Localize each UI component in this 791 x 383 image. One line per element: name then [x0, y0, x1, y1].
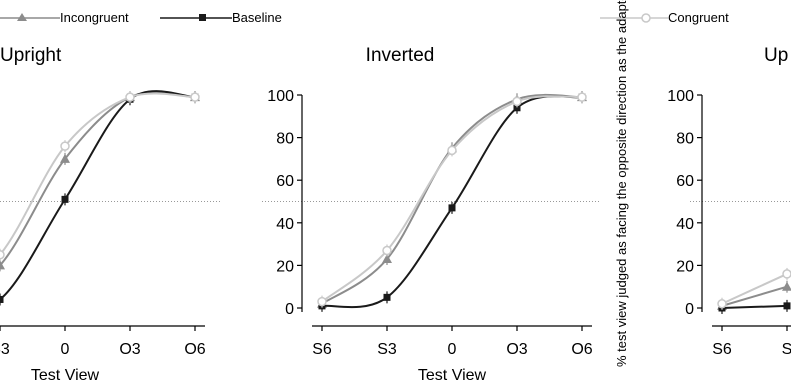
point-baseline: [448, 204, 456, 212]
point-baseline: [383, 293, 391, 301]
point-incongruent: [782, 281, 791, 291]
y-tick-label: 20: [276, 258, 294, 275]
legend-marker-congruent: [641, 13, 651, 23]
y-tick-label: 0: [685, 301, 694, 318]
legend-label-incongruent: Incongruent: [60, 10, 129, 25]
point-baseline: [513, 104, 521, 112]
x-axis-label: Test View: [418, 367, 487, 383]
y-tick-label: 100: [667, 88, 694, 105]
series-line-baseline: [0, 90, 196, 301]
panel-title: Up: [764, 45, 788, 66]
panel-title: Upright: [0, 45, 62, 66]
x-tick-label: O3: [506, 341, 527, 358]
legend-marker-incongruent: [17, 13, 27, 21]
point-incongruent: [60, 153, 70, 163]
y-tick-label: 60: [276, 173, 294, 190]
series-line-congruent: [321, 95, 583, 303]
panel-up-partial: Up 0 20 40 60 80 100 S6 S: [667, 45, 791, 358]
point-congruent: [447, 145, 457, 156]
point-congruent: [317, 296, 327, 307]
point-congruent: [717, 298, 727, 309]
series-line-baseline: [721, 304, 788, 309]
panel-inverted: Inverted 0 20 40 60 80 100 S6 S3 0 O3 O6 Test View: [262, 45, 600, 383]
point-congruent: [512, 96, 522, 107]
point-congruent: [190, 92, 200, 102]
x-tick-label: S6: [712, 341, 732, 358]
point-congruent: [577, 92, 587, 102]
y-tick-label: 100: [267, 88, 294, 105]
series-line-congruent: [0, 92, 196, 257]
legend-marker-baseline: [199, 14, 206, 21]
x-tick-label: O6: [571, 341, 592, 358]
x-tick-label: O3: [119, 341, 140, 358]
series-line-incongruent: [321, 93, 583, 305]
y-tick-label: 60: [676, 173, 694, 190]
point-congruent: [60, 141, 70, 151]
x-tick-label: O6: [184, 341, 205, 358]
y-tick-label: 0: [285, 301, 294, 318]
y-tick-label: 80: [676, 131, 694, 148]
y-tick-label: 80: [276, 131, 294, 148]
point-incongruent: [0, 260, 5, 270]
legend-label-baseline: Baseline: [232, 10, 282, 25]
panel-upright: Upright S3 0 O3 O6 Test View: [0, 45, 222, 383]
x-tick-label: 0: [61, 341, 70, 358]
y-tick-label: 20: [676, 258, 694, 275]
panel-title: Inverted: [366, 45, 435, 66]
point-incongruent: [382, 254, 392, 264]
x-axis-label: Test View: [31, 367, 100, 383]
point-baseline: [61, 195, 69, 203]
y-axis-label: % test view judged as facing the opposit…: [614, 0, 629, 367]
x-tick-label: S6: [312, 341, 332, 358]
point-congruent: [0, 250, 5, 260]
x-tick-label: S3: [377, 341, 397, 358]
series-line-incongruent: [0, 91, 196, 267]
x-tick-label: 0: [448, 341, 457, 358]
x-tick-label: S: [782, 341, 791, 358]
point-baseline: [783, 302, 791, 310]
point-congruent: [782, 269, 791, 279]
point-baseline: [0, 295, 4, 303]
y-axis-label-text: % test view judged as facing the opposit…: [614, 0, 629, 367]
legend-label-congruent: Congruent: [668, 10, 729, 25]
y-tick-label: 40: [276, 216, 294, 233]
x-tick-label: S3: [0, 341, 10, 358]
point-congruent: [125, 92, 135, 102]
y-tick-label: 40: [676, 216, 694, 233]
legend: Incongruent Baseline Congruent: [0, 10, 729, 25]
point-congruent: [382, 245, 392, 256]
